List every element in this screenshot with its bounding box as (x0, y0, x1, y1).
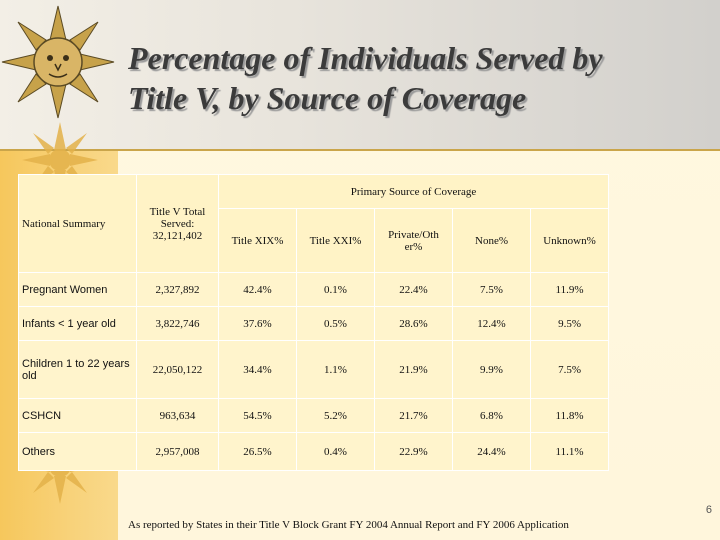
value-cell: 7.5% (529, 340, 610, 399)
table-row: Infants < 1 year old 3,822,746 37.6% 0.5… (18, 306, 610, 341)
row-label: Infants < 1 year old (18, 306, 137, 341)
table-row: Children 1 to 22 years old 22,050,122 34… (18, 340, 610, 399)
row-label: Pregnant Women (18, 272, 137, 307)
table-row: Pregnant Women 2,327,892 42.4% 0.1% 22.4… (18, 272, 610, 307)
served-cell: 963,634 (136, 398, 219, 433)
value-cell: 22.9% (374, 432, 453, 471)
value-cell: 9.9% (452, 340, 531, 399)
value-cell: 26.5% (218, 432, 297, 471)
value-cell: 54.5% (218, 398, 297, 433)
value-cell: 11.8% (529, 398, 610, 433)
title-band (0, 0, 720, 150)
page-number: 6 (705, 504, 712, 516)
value-cell: 0.5% (296, 306, 375, 341)
col-header: None% (452, 208, 531, 273)
title-line-1: Percentage of Individuals Served by (128, 40, 603, 76)
value-cell: 5.2% (296, 398, 375, 433)
value-cell: 37.6% (218, 306, 297, 341)
row-label: Children 1 to 22 years old (18, 340, 137, 399)
table-row: CSHCN 963,634 54.5% 5.2% 21.7% 6.8% 11.8… (18, 398, 610, 433)
col-header: Private/Oth er% (374, 208, 453, 273)
value-cell: 9.5% (529, 306, 610, 341)
value-cell: 24.4% (452, 432, 531, 471)
value-cell: 1.1% (296, 340, 375, 399)
table-row: Others 2,957,008 26.5% 0.4% 22.9% 24.4% … (18, 432, 610, 471)
source-footnote: As reported by States in their Title V B… (128, 519, 569, 531)
group-header: Primary Source of Coverage (217, 174, 610, 209)
value-cell: 42.4% (218, 272, 297, 307)
value-cell: 12.4% (452, 306, 531, 341)
value-cell: 28.6% (374, 306, 453, 341)
value-cell: 0.1% (296, 272, 375, 307)
coverage-table: National Summary Title V Total Served: 3… (18, 174, 610, 471)
corner-label: National Summary (18, 174, 137, 273)
col-header: Title XXI% (296, 208, 375, 273)
value-cell: 11.1% (529, 432, 610, 471)
col-header: Title XIX% (218, 208, 297, 273)
value-cell: 6.8% (452, 398, 531, 433)
col-header: Unknown% (529, 208, 610, 273)
served-cell: 2,957,008 (136, 432, 219, 471)
value-cell: 7.5% (452, 272, 531, 307)
page-title: Percentage of Individuals Served by Titl… (128, 38, 708, 118)
value-cell: 21.9% (374, 340, 453, 399)
title-divider (0, 149, 720, 151)
served-cell: 22,050,122 (136, 340, 219, 399)
value-cell: 22.4% (374, 272, 453, 307)
served-header: Title V Total Served: 32,121,402 (136, 174, 219, 273)
title-line-2: Title V, by Source of Coverage (128, 80, 527, 116)
row-label: CSHCN (18, 398, 137, 433)
served-cell: 3,822,746 (136, 306, 219, 341)
row-label: Others (18, 432, 137, 471)
served-cell: 2,327,892 (136, 272, 219, 307)
sun-icon (1, 5, 115, 119)
value-cell: 11.9% (529, 272, 610, 307)
value-cell: 21.7% (374, 398, 453, 433)
value-cell: 34.4% (218, 340, 297, 399)
value-cell: 0.4% (296, 432, 375, 471)
